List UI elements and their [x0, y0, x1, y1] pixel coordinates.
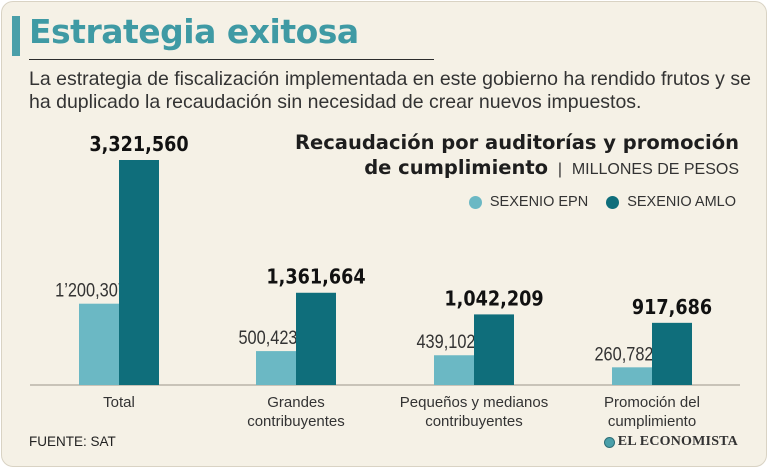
chart-legend: SEXENIO EPN SEXENIO AMLO: [451, 194, 736, 210]
title-divider: [29, 59, 434, 60]
subtitle-line-1: La estrategia de fiscalización implement…: [29, 68, 751, 90]
chart-unit: MILLONES DE PESOS: [571, 161, 739, 178]
chart-title-line-1: Recaudación por auditorías y promoción: [295, 131, 739, 154]
legend-label-epn: SEXENIO EPN: [489, 194, 589, 210]
bar-amlo-1: [296, 292, 336, 385]
subtitle: La estrategia de fiscalización implement…: [29, 68, 751, 114]
title-accent-bar: [12, 16, 20, 56]
bar-amlo-3: [652, 322, 692, 385]
data-label-epn-3: 260,782: [594, 343, 653, 364]
legend-swatch-amlo: [606, 195, 620, 209]
globe-icon: [603, 436, 615, 448]
category-label-1-0: Grandes: [267, 394, 325, 411]
legend-swatch-epn: [468, 195, 482, 209]
data-label-amlo-3: 917,686: [632, 295, 712, 320]
bar-amlo-2: [474, 314, 514, 385]
category-label-1-1: contribuyentes: [247, 413, 345, 430]
chart-title-line-2-row: de cumplimiento | MILLONES DE PESOS: [295, 155, 739, 182]
data-label-epn-2: 439,102: [416, 331, 475, 352]
data-label-amlo-1: 1,361,664: [266, 264, 365, 289]
data-label-epn-0: 1’200,307: [55, 280, 127, 301]
bar-epn-1: [256, 351, 296, 385]
chart-title-line-2: de cumplimiento: [364, 156, 549, 179]
chart-title-separator: |: [557, 161, 563, 178]
category-label-2-1: contribuyentes: [425, 413, 523, 430]
subtitle-line-2: ha duplicado la recaudación sin necesida…: [29, 91, 642, 113]
bar-epn-2: [434, 355, 474, 385]
data-label-amlo-2: 1,042,209: [444, 286, 543, 311]
category-label-3-0: Promoción del: [604, 394, 700, 411]
source-note: FUENTE: SAT: [29, 434, 116, 449]
legend-label-amlo: SEXENIO AMLO: [627, 194, 736, 210]
legend-item-amlo: SEXENIO AMLO: [606, 194, 736, 210]
publisher-name: EL ECONOMISTA: [617, 434, 738, 449]
publisher-logo: EL ECONOMISTA: [603, 434, 738, 450]
legend-item-epn: SEXENIO EPN: [468, 194, 589, 210]
bar-epn-3: [612, 367, 652, 385]
category-label-3-1: cumplimiento: [608, 413, 696, 430]
chart-title: Recaudación por auditorías y promoción d…: [295, 130, 739, 182]
page-title: Estrategia exitosa: [29, 12, 359, 51]
data-label-amlo-0: 3,321,560: [89, 132, 188, 157]
category-label-2-0: Pequeños y medianos: [400, 394, 548, 411]
bar-amlo-0: [119, 160, 159, 385]
bar-epn-0: [79, 303, 119, 385]
data-label-epn-1: 500,423: [238, 327, 297, 348]
category-label-0-0: Total: [103, 394, 135, 411]
